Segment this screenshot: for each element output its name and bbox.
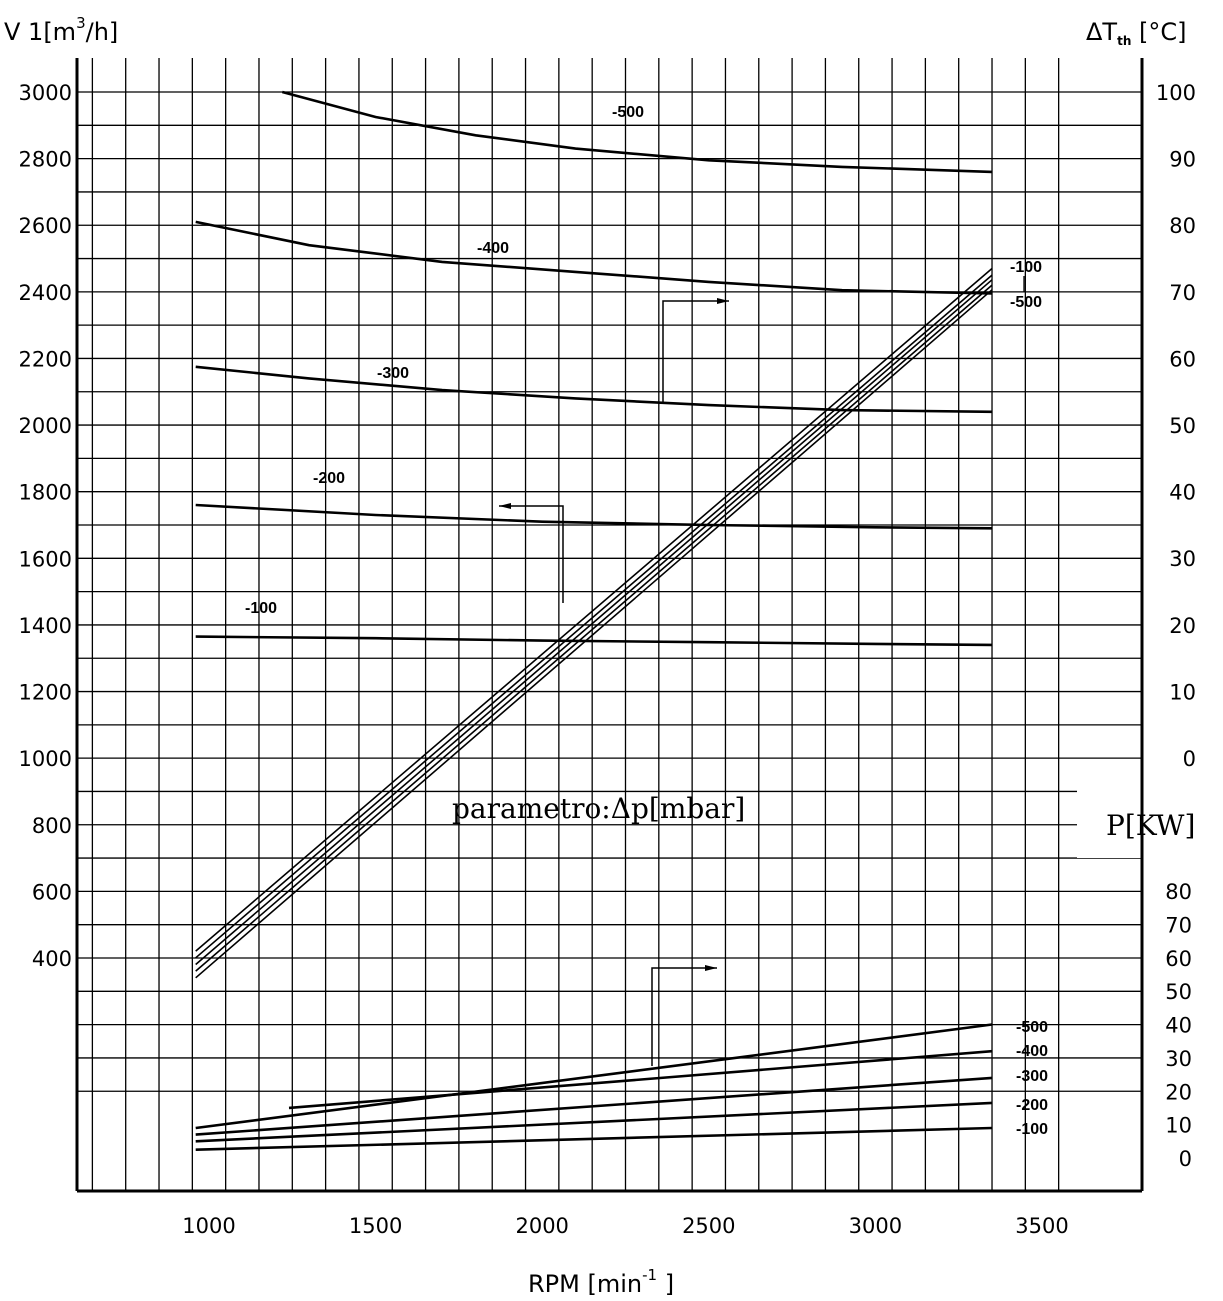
left-tick-label: 1200 (19, 681, 72, 705)
right-temp-tick-label: 20 (1169, 614, 1196, 638)
x-tick-label: 2500 (682, 1214, 735, 1238)
power-axis-title: P[KW] (1106, 809, 1195, 842)
reading-arrow-head (499, 503, 511, 509)
left-tick-label: 2200 (19, 347, 72, 371)
right-temp-tick-label: 10 (1169, 680, 1196, 704)
x-tick-label: 3500 (1015, 1214, 1068, 1238)
x-tick-label: 1000 (182, 1214, 235, 1238)
x-tick-label: 2000 (515, 1214, 568, 1238)
reading-arrow-head (717, 298, 729, 304)
reading-arrows (499, 298, 729, 1066)
right-temp-tick-label: 0 (1183, 747, 1196, 771)
flow-curve (195, 503, 993, 530)
power-line (195, 1076, 993, 1136)
temperature-line (195, 279, 993, 966)
left-tick-label: 1600 (19, 547, 72, 571)
left-tick-label: 1000 (19, 747, 72, 771)
right-power-tick-label: 80 (1165, 880, 1192, 904)
reading-arrow (499, 505, 564, 603)
right-power-tick-label: 40 (1165, 1014, 1192, 1038)
right-axis-title: ΔTth [°C] (1086, 18, 1186, 48)
x-tick-label: 3000 (849, 1214, 902, 1238)
left-tick-label: 800 (32, 814, 72, 838)
left-axis-title: V 1[m3/h] (4, 14, 118, 46)
left-tick-label: 600 (32, 880, 72, 904)
temperature-line (195, 284, 993, 972)
right-power-tick-label: 70 (1165, 913, 1192, 937)
right-temp-tick-label: 60 (1169, 347, 1196, 371)
right-temp-tick-label: 30 (1169, 547, 1196, 571)
right-temp-tick-label: 70 (1169, 281, 1196, 305)
left-tick-label: 2800 (19, 148, 72, 172)
temperature-line (195, 267, 993, 952)
right-temp-tick-label: 40 (1169, 481, 1196, 505)
temperature-line (195, 289, 993, 979)
left-tick-label: 400 (32, 947, 72, 971)
left-tick-label: 2400 (19, 281, 72, 305)
flow-curve (195, 220, 993, 295)
x-tick-label: 1500 (349, 1214, 402, 1238)
flow-curve-label: -300 (377, 365, 409, 382)
x-axis-title: RPM [min-1 ] (528, 1266, 674, 1298)
power-line-label: -200 (1016, 1097, 1048, 1114)
reading-arrow (662, 300, 729, 403)
flow-curve (195, 365, 993, 414)
power-line (195, 1023, 993, 1130)
flow-curve (195, 635, 993, 647)
right-power-tick-label: 50 (1165, 980, 1192, 1004)
flow-curve-label: -100 (245, 600, 277, 617)
text-labels: 3000280026002400220020001800160014001200… (19, 81, 1196, 1238)
reading-arrow (651, 967, 717, 1066)
power-line-label: -400 (1016, 1043, 1048, 1060)
temperature-line-label: -100 (1010, 259, 1042, 276)
right-power-tick-label: 10 (1165, 1114, 1192, 1138)
axes (75, 58, 1144, 1193)
grid-lines (77, 58, 1142, 1191)
parameter-label: parametro:Δp[mbar] (452, 792, 745, 825)
right-power-tick-label: 0 (1179, 1147, 1192, 1171)
left-tick-label: 2000 (19, 414, 72, 438)
right-power-tick-label: 60 (1165, 947, 1192, 971)
left-tick-label: 3000 (19, 81, 72, 105)
right-temp-tick-label: 50 (1169, 414, 1196, 438)
flow-curve-label: -500 (612, 104, 644, 121)
power-line (288, 1049, 993, 1110)
left-tick-label: 1800 (19, 481, 72, 505)
right-temp-tick-label: 80 (1169, 214, 1196, 238)
left-tick-label: 1400 (19, 614, 72, 638)
right-temp-tick-label: 100 (1156, 81, 1196, 105)
series-lines (195, 90, 993, 1151)
power-line-label: -100 (1016, 1121, 1048, 1138)
power-line (195, 1126, 993, 1151)
flow-curve-label: -400 (477, 240, 509, 257)
right-power-tick-label: 30 (1165, 1047, 1192, 1071)
flow-curve (281, 90, 993, 174)
temperature-line-label: -500 (1010, 294, 1042, 311)
power-line (195, 1101, 993, 1143)
left-tick-label: 2600 (19, 214, 72, 238)
power-line-label: -500 (1016, 1019, 1048, 1036)
right-temp-tick-label: 90 (1169, 148, 1196, 172)
temperature-line (195, 274, 993, 959)
right-power-tick-label: 20 (1165, 1080, 1192, 1104)
reading-arrow-head (705, 965, 717, 971)
flow-curve-label: -200 (313, 470, 345, 487)
power-line-label: -300 (1016, 1068, 1048, 1085)
